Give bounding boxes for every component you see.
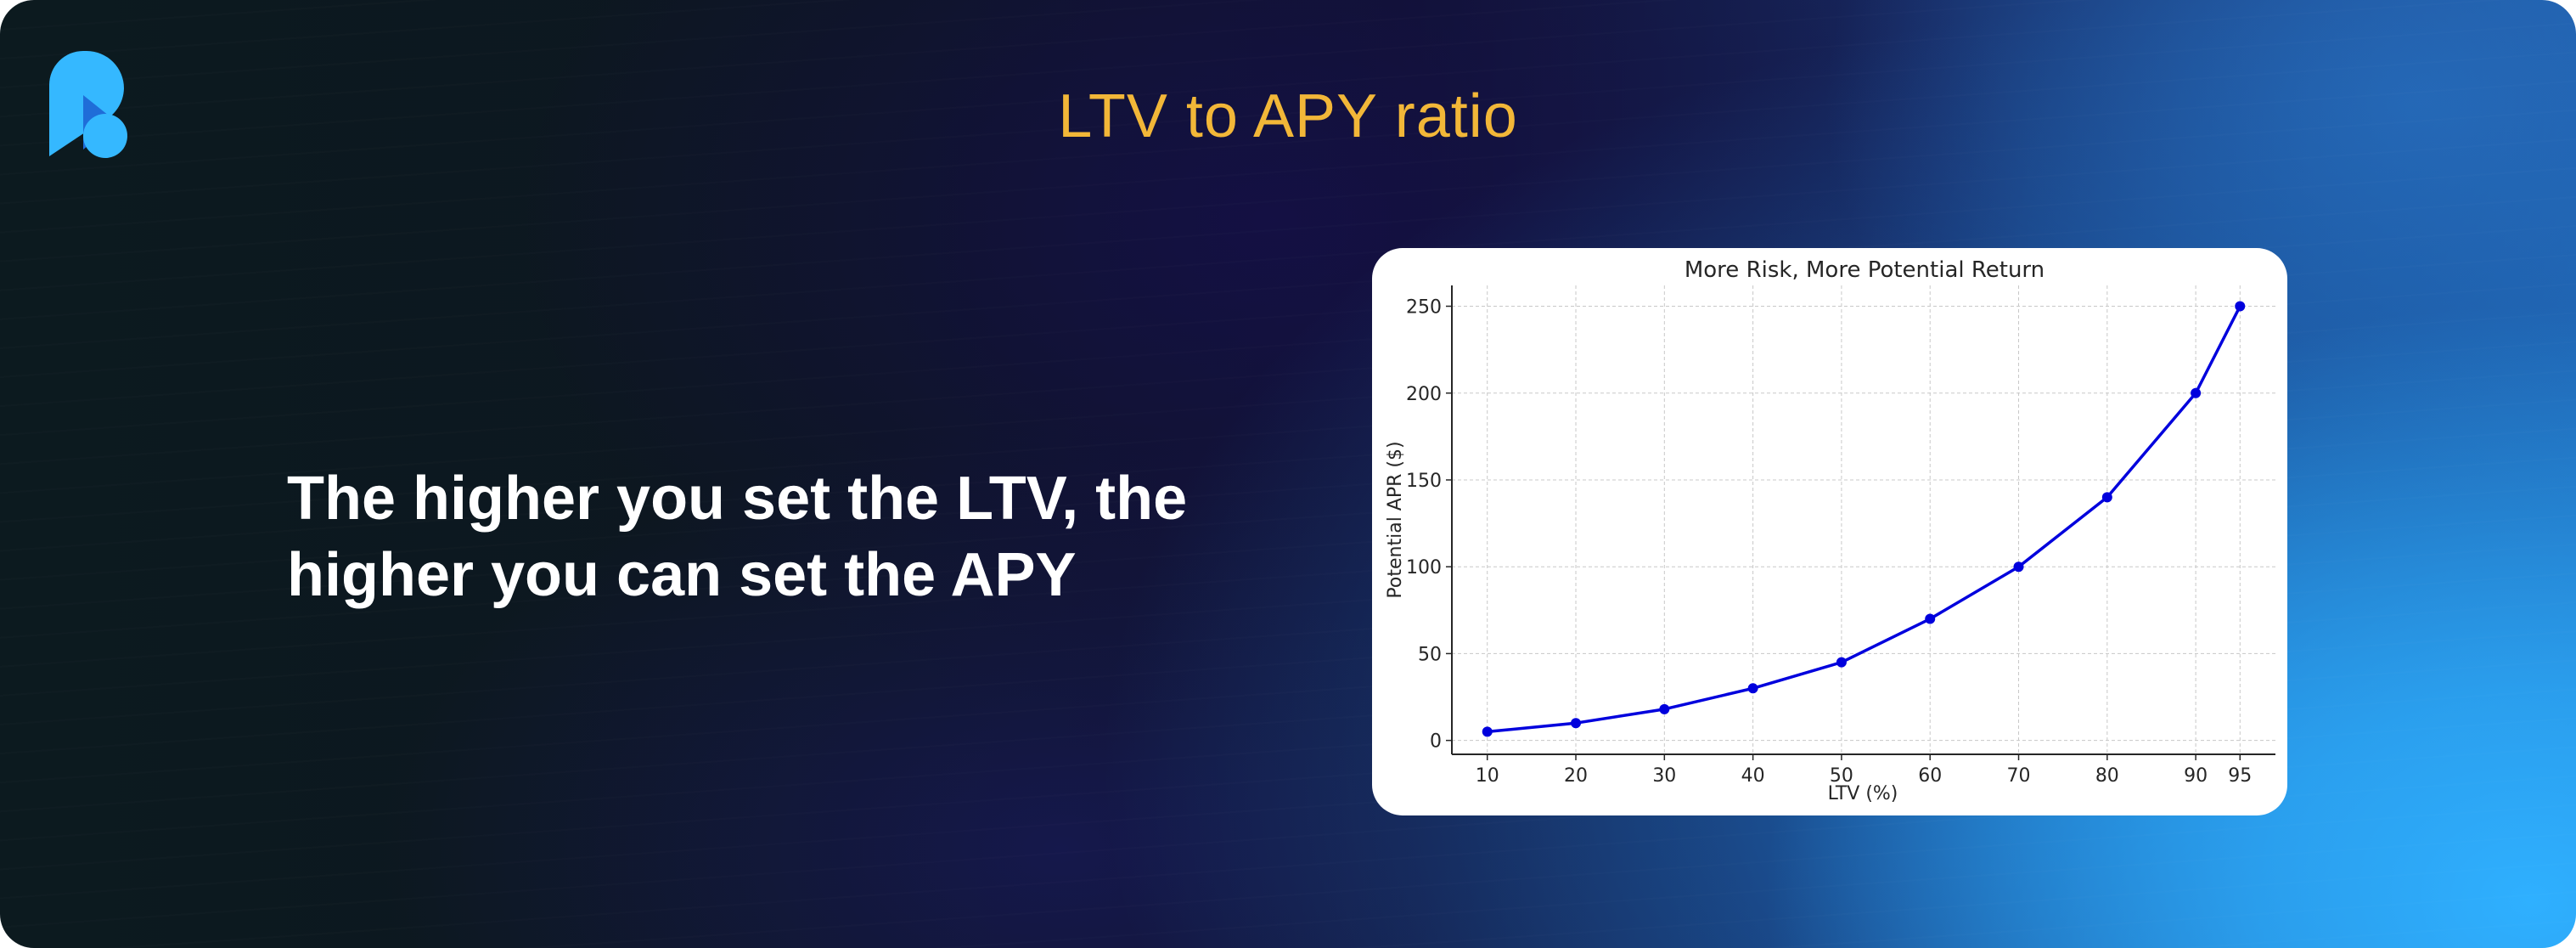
y-tick-label: 50: [1418, 644, 1442, 665]
x-tick-label: 80: [2095, 765, 2119, 787]
x-tick-label: 40: [1741, 765, 1765, 787]
y-axis-label: Potential APR ($): [1385, 441, 1406, 598]
x-tick-label: 70: [2007, 765, 2031, 787]
brand-logo-icon: [49, 51, 127, 158]
y-tick-label: 250: [1406, 297, 1442, 319]
data-point: [2013, 561, 2024, 573]
y-tick-label: 200: [1406, 384, 1442, 405]
y-tick-label: 100: [1406, 557, 1442, 578]
y-tick-label: 150: [1406, 471, 1442, 492]
data-point: [1747, 683, 1758, 694]
x-tick-label: 90: [2184, 765, 2208, 787]
line-chart: 10 20 30 40 50 60 70 80 90 95 0 50 100 150 200 250 More…: [1385, 257, 2275, 804]
page-title: LTV to APY ratio: [1058, 82, 1518, 150]
x-axis-label: LTV (%): [1828, 783, 1898, 804]
headline: The higher you set the LTV, the higher y…: [287, 460, 1306, 613]
x-tick-label: 95: [2228, 765, 2252, 787]
data-point: [2101, 492, 2112, 503]
headline-line-1: The higher you set the LTV, the: [287, 465, 1188, 533]
x-tick-label: 30: [1652, 765, 1676, 787]
logo-dot: [83, 114, 127, 158]
chart-card: 10 20 30 40 50 60 70 80 90 95 0 50 100 150 200 250 More…: [1372, 248, 2287, 815]
axes-layer: 10 20 30 40 50 60 70 80 90 95 0 50 100 150 200 250: [1406, 285, 2275, 787]
data-point: [2191, 387, 2202, 398]
data-point: [2235, 301, 2246, 312]
grid-layer: [1452, 285, 2275, 754]
x-tick-label: 60: [1918, 765, 1942, 787]
data-point: [1659, 703, 1670, 714]
data-point: [1925, 613, 1936, 624]
x-tick-label: 10: [1476, 765, 1499, 787]
data-point: [1482, 726, 1493, 737]
data-point: [1836, 657, 1847, 668]
headline-line-2: higher you can set the APY: [287, 541, 1077, 609]
series-line: [1487, 305, 2241, 734]
series-layer: [1482, 301, 2246, 737]
x-tick-label: 20: [1564, 765, 1588, 787]
y-tick-label: 0: [1430, 731, 1442, 753]
chart-title: More Risk, More Potential Return: [1685, 257, 2044, 283]
x-tick-label: 50: [1830, 765, 1853, 787]
data-point: [1571, 718, 1582, 729]
